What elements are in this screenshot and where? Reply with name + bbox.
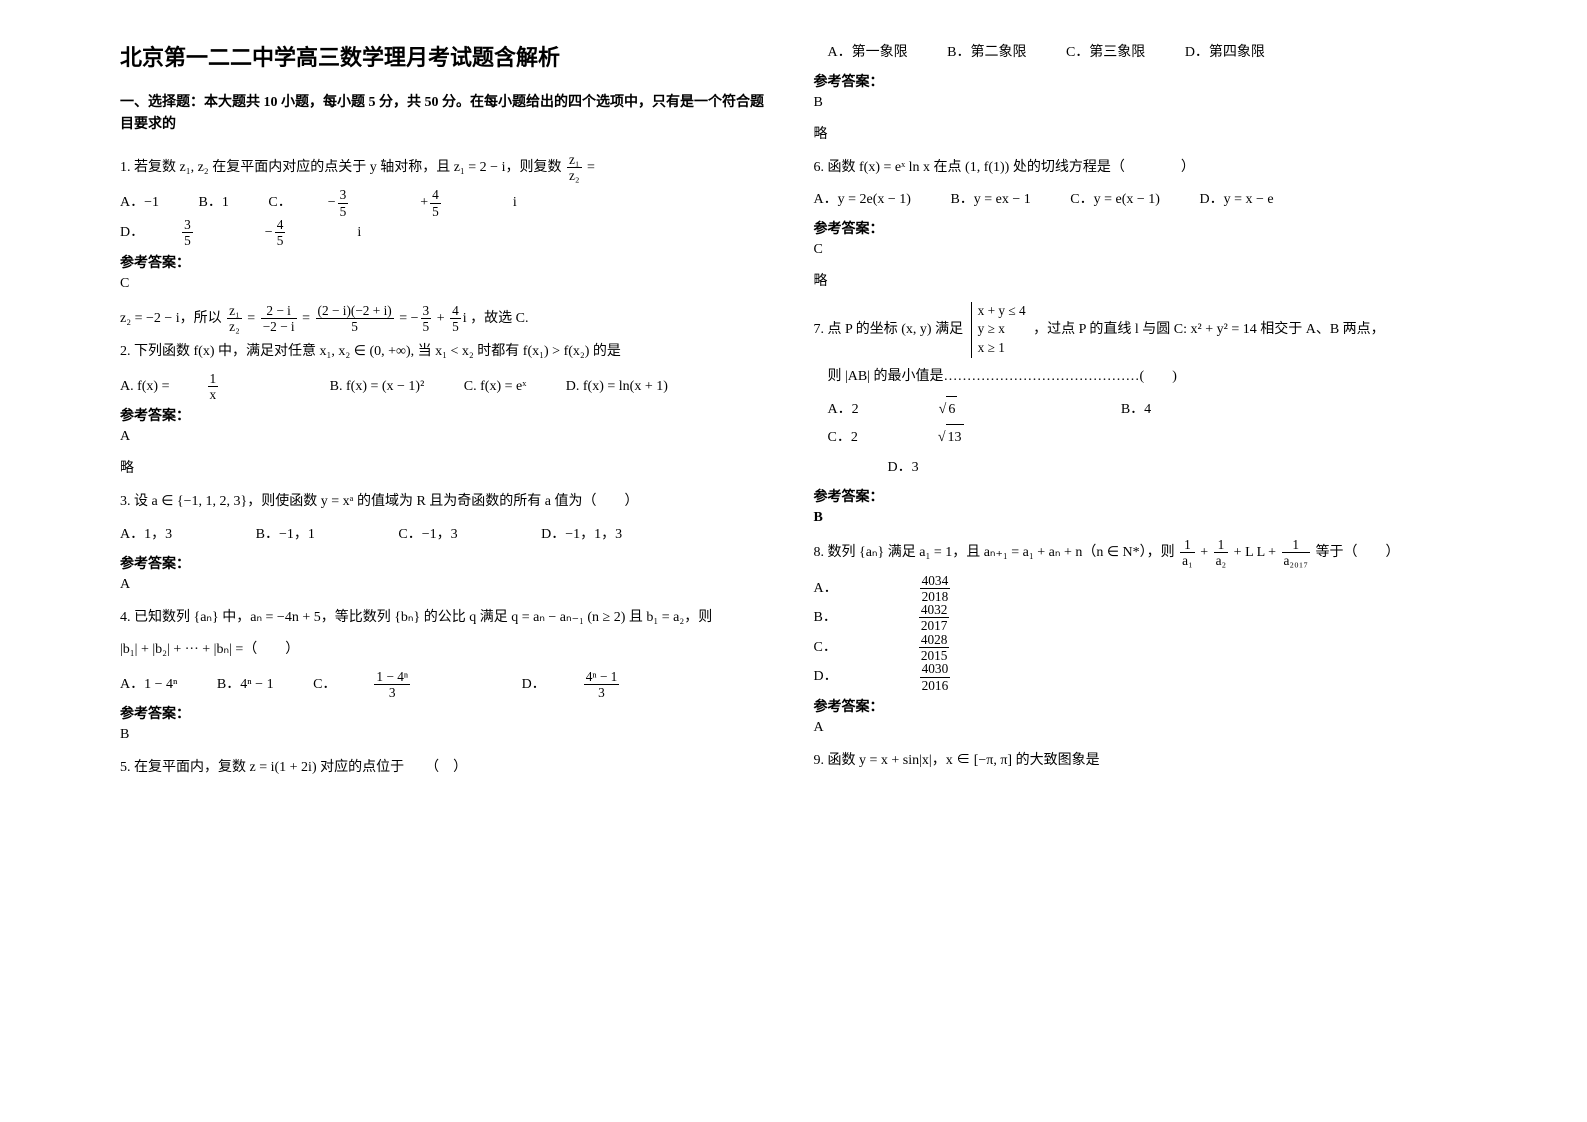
q2-ans: A <box>120 429 774 445</box>
ans-label: 参考答案： <box>814 218 1468 238</box>
q1-explain: z₂ = −2 − i，所以 z₁z₂ = 2 − i−2 − i = (2 −… <box>120 304 774 334</box>
q1-ans: C <box>120 276 774 292</box>
right-column: A．第一象限 B．第二象限 C．第三象限 D．第四象限 参考答案： B 略 6.… <box>794 40 1488 1082</box>
section-head: 一、选择题：本大题共 10 小题，每小题 5 分，共 50 分。在每小题给出的四… <box>120 92 774 137</box>
q7-piecewise: x + y ≤ 4y ≥ xx ≥ 1 <box>971 302 1026 358</box>
q2-lue: 略 <box>120 457 774 477</box>
q8-opts: A．40342018 B．40322017 C．40282015 D．40302… <box>814 574 1468 692</box>
q4-stem: 4. 已知数列 {aₙ} 中，aₙ = −4n + 5，等比数列 {bₙ} 的公… <box>120 605 774 632</box>
opt-B: B．第二象限 <box>947 40 1026 67</box>
opt-B: B．40322017 <box>814 603 1110 633</box>
opt-D: D．40302016 <box>814 662 1111 692</box>
opt-B: B．−1，1 <box>256 522 315 549</box>
q5-opts: A．第一象限 B．第二象限 C．第三象限 D．第四象限 <box>814 40 1468 67</box>
q1-frac-z: z₁z₂ <box>567 153 582 183</box>
opt-A: A．2√6 <box>828 396 1038 424</box>
ans-label: 参考答案： <box>120 703 774 723</box>
opt-A: A．y = 2e(x − 1) <box>814 187 911 214</box>
q6-stem: 6. 函数 f(x) = eˣ ln x 在点 (1, f(1)) 处的切线方程… <box>814 155 1468 182</box>
opt-B: B．1 <box>199 190 229 217</box>
q8-stem: 8. 数列 {aₙ} 满足 a₁ = 1，且 aₙ₊₁ = a₁ + aₙ + … <box>814 538 1468 568</box>
q7-opts2: D．3 <box>814 455 1468 482</box>
opt-C: C．1 − 4ⁿ3 <box>313 670 482 700</box>
ans-label: 参考答案： <box>814 696 1468 716</box>
q8-ans: A <box>814 720 1468 736</box>
opt-C: C．−1，3 <box>398 522 457 549</box>
q1-stem: 1. 若复数 z₁, z₂ 在复平面内对应的点关于 y 轴对称，且 z₁ = 2… <box>120 153 774 183</box>
q4-opts: A．1 − 4ⁿ B．4ⁿ − 1 C．1 − 4ⁿ3 D．4ⁿ − 13 <box>120 670 774 700</box>
opt-D: D．y = x − e <box>1199 187 1273 214</box>
opt-C: C．−35+45i <box>268 188 516 218</box>
ans-label: 参考答案： <box>814 486 1468 506</box>
q5-ans: B <box>814 95 1468 111</box>
opt-D: D．3 <box>888 455 919 482</box>
q1-text-b: = <box>587 160 595 175</box>
ans-label: 参考答案： <box>120 252 774 272</box>
opt-A: A．−1 <box>120 190 159 217</box>
q2-opts: A. f(x) = 1x B. f(x) = (x − 1)² C. f(x) … <box>120 372 774 402</box>
opt-D: D．4ⁿ − 13 <box>522 670 692 700</box>
opt-D: D．−1，1，3 <box>541 522 622 549</box>
opt-B: B．y = ex − 1 <box>950 187 1030 214</box>
opt-D: D．35−45i <box>120 218 361 248</box>
opt-C: C．40282015 <box>814 633 1110 663</box>
opt-A: A．1 − 4ⁿ <box>120 672 177 699</box>
opt-A: A．1，3 <box>120 522 172 549</box>
q7-opts: A．2√6 B．4 C．2√13 <box>814 396 1468 451</box>
opt-C: C．2√13 <box>828 424 1044 452</box>
ans-label: 参考答案： <box>120 405 774 425</box>
q4-ans: B <box>120 727 774 743</box>
q3-opts: A．1，3 B．−1，1 C．−1，3 D．−1，1，3 <box>120 522 774 549</box>
ans-label: 参考答案： <box>120 553 774 573</box>
q5-lue: 略 <box>814 123 1468 143</box>
left-column: 北京第一二二中学高三数学理月考试题含解析 一、选择题：本大题共 10 小题，每小… <box>100 40 794 1082</box>
q6-opts: A．y = 2e(x − 1) B．y = ex − 1 C．y = e(x −… <box>814 187 1468 214</box>
q7-stem2: 则 |AB| 的最小值是……………………………………( ) <box>814 364 1468 391</box>
q1-text-a: 1. 若复数 z₁, z₂ 在复平面内对应的点关于 y 轴对称，且 z₁ = 2… <box>120 160 565 175</box>
opt-D: D. f(x) = ln(x + 1) <box>566 374 668 401</box>
q4-stem2: |b₁| + |b₂| + ··· + |bₙ| =（ ） <box>120 637 774 664</box>
opt-B: B. f(x) = (x − 1)² <box>330 374 425 401</box>
opt-C: C．y = e(x − 1) <box>1070 187 1160 214</box>
q6-ans: C <box>814 242 1468 258</box>
opt-C: C. f(x) = eˣ <box>464 374 526 401</box>
q9-stem: 9. 函数 y = x + sin|x|，x ∈ [−π, π] 的大致图象是 <box>814 748 1468 775</box>
q6-lue: 略 <box>814 270 1468 290</box>
q7-ans: B <box>814 510 1468 526</box>
q7-stem: 7. 点 P 的坐标 (x, y) 满足 x + y ≤ 4y ≥ xx ≥ 1… <box>814 302 1468 358</box>
opt-B: B．4 <box>1121 397 1151 424</box>
opt-A: A．40342018 <box>814 574 1111 604</box>
opt-A: A．第一象限 <box>828 40 908 67</box>
opt-C: C．第三象限 <box>1066 40 1145 67</box>
opt-A: A. f(x) = 1x <box>120 372 290 402</box>
q2-stem: 2. 下列函数 f(x) 中，满足对任意 x₁, x₂ ∈ (0, +∞), 当… <box>120 339 774 366</box>
opt-B: B．4ⁿ − 1 <box>217 672 274 699</box>
q3-ans: A <box>120 577 774 593</box>
ans-label: 参考答案： <box>814 71 1468 91</box>
q5-stem: 5. 在复平面内，复数 z = i(1 + 2i) 对应的点位于 （ ） <box>120 755 774 782</box>
q3-stem: 3. 设 a ∈ {−1, 1, 2, 3}，则使函数 y = xᵃ 的值域为 … <box>120 489 774 516</box>
opt-D: D．第四象限 <box>1185 40 1265 67</box>
q1-opts: A．−1 B．1 C．−35+45i D．35−45i <box>120 188 774 247</box>
doc-title: 北京第一二二中学高三数学理月考试题含解析 <box>120 40 774 72</box>
